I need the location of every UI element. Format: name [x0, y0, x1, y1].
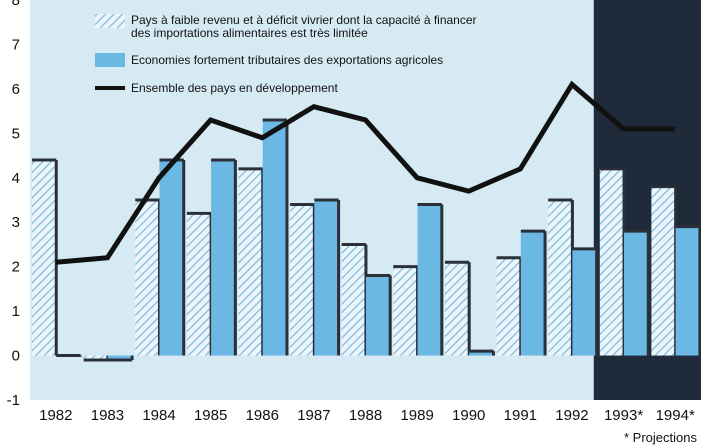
- legend-swatch-solid: [95, 53, 125, 67]
- legend-swatch-hatched: [95, 14, 125, 28]
- y-tick-label: 5: [12, 125, 20, 142]
- bar-solid-1986: [262, 118, 289, 356]
- x-axis: 1982 1983 1984 1985 1986 1987 1988 1989 1990 1991…: [39, 407, 695, 424]
- y-axis: -1 0 1 2 3 4 5 6 7 8: [7, 0, 20, 409]
- bar-solid-1991: [520, 229, 547, 356]
- bar-hatched-1984: [135, 198, 161, 356]
- y-tick-label: 6: [12, 81, 20, 98]
- bar-hatched-1987: [290, 202, 316, 356]
- legend-label-hatched: Pays à faible revenu et à déficit vivrie…: [131, 13, 477, 27]
- x-tick-label: 1985: [194, 407, 227, 424]
- bar-hatched-1982: [32, 158, 58, 356]
- x-tick-label: 1989: [400, 407, 433, 424]
- x-tick-label: 1986: [246, 407, 279, 424]
- bars-layer: [32, 118, 701, 362]
- y-tick-label: 7: [12, 36, 20, 53]
- bar-solid-1992: [572, 247, 599, 356]
- footnote: * Projections: [624, 430, 697, 445]
- x-tick-label: 1987: [297, 407, 330, 424]
- legend-label-solid: Economies fortement tributaires des expo…: [131, 53, 443, 67]
- bar-hatched-1986: [238, 167, 265, 356]
- bar-hatched-1994: [651, 185, 678, 356]
- x-tick-label: 1983: [91, 407, 124, 424]
- x-tick-label: 1991: [504, 407, 537, 424]
- bar-hatched-1990: [444, 260, 471, 356]
- bar-hatched-1991: [496, 256, 523, 356]
- x-tick-label: 1994*: [656, 407, 695, 424]
- bar-solid-1985: [211, 158, 237, 356]
- bar-solid-1989: [417, 202, 444, 356]
- bar-solid-1982: [56, 354, 83, 358]
- y-tick-label: 3: [12, 214, 20, 231]
- y-tick-label: 4: [12, 170, 20, 187]
- bar-solid-1994: [675, 225, 701, 356]
- bar-solid-1987: [314, 198, 341, 356]
- legend-label-hatched: des importations alimentaires est très l…: [131, 26, 368, 40]
- bar-hatched-1989: [393, 265, 420, 356]
- x-tick-label: 1990: [452, 407, 485, 424]
- bar-hatched-1983: [83, 355, 110, 362]
- bar-solid-1983: [107, 355, 134, 362]
- bar-hatched-1988: [341, 242, 368, 356]
- y-tick-label: -1: [7, 392, 20, 409]
- bar-solid-1988: [365, 274, 392, 356]
- bar-hatched-1985: [186, 211, 213, 356]
- y-tick-label: 1: [12, 303, 20, 320]
- x-tick-label: 1993*: [604, 407, 643, 424]
- bar-hatched-1992: [548, 198, 574, 356]
- bar-solid-1990: [469, 349, 495, 356]
- x-tick-label: 1988: [349, 407, 382, 424]
- y-tick-label: 2: [12, 259, 20, 276]
- y-tick-label: 0: [12, 348, 20, 365]
- legend: Pays à faible revenu et à déficit vivrie…: [95, 13, 477, 95]
- legend-label-line: Ensemble des pays en développement: [131, 81, 338, 95]
- bar-solid-1993: [624, 229, 650, 356]
- x-tick-label: 1992: [555, 407, 588, 424]
- y-tick-label: 8: [12, 0, 20, 9]
- line-ensemble-des-pays: [55, 80, 676, 265]
- bar-hatched-1993: [599, 167, 626, 356]
- x-tick-label: 1982: [39, 407, 72, 424]
- x-tick-label: 1984: [142, 407, 175, 424]
- bar-solid-1984: [159, 158, 186, 356]
